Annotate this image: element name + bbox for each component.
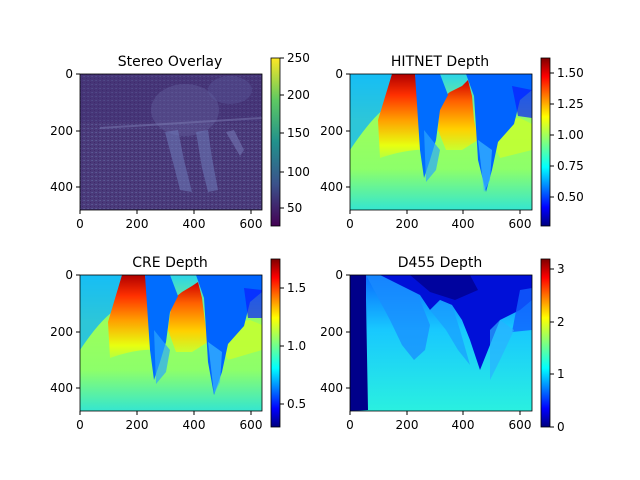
x-tick-label: 200 [126, 418, 149, 432]
colorbar-tick-label: 50 [287, 201, 302, 215]
x-tick-label: 400 [452, 217, 475, 231]
x-tick-label: 400 [183, 418, 206, 432]
colorbar-stereo-overlay: 50 100 150 200 250 [270, 51, 310, 227]
colorbar-cre-depth: 0.5 1.0 1.5 [270, 258, 306, 428]
image-d455-depth [349, 274, 533, 412]
panel-hitnet-depth: HITNET Depth 0 200 400 600 [320, 54, 584, 231]
y-tick-label: 400 [50, 180, 73, 194]
x-tick-label: 200 [126, 217, 149, 231]
x-tick-label: 600 [509, 217, 532, 231]
y-axis-stereo-overlay: 0 200 400 [50, 67, 80, 194]
colorbar-tick-label: 1.00 [557, 128, 584, 142]
colorbar-tick-label: 0.75 [557, 159, 584, 173]
x-tick-label: 600 [509, 418, 532, 432]
x-tick-label: 0 [76, 217, 84, 231]
colorbar-d455-depth: 0 1 2 3 [540, 258, 565, 434]
x-tick-label: 200 [396, 418, 419, 432]
x-axis-stereo-overlay: 0 200 400 600 [76, 210, 262, 231]
colorbar-tick-label: 1.0 [287, 339, 306, 353]
y-tick-label: 200 [50, 325, 73, 339]
y-tick-label: 400 [320, 180, 343, 194]
y-axis-cre-depth: 0 200 400 [50, 268, 80, 395]
x-tick-label: 600 [240, 418, 263, 432]
colorbar-tick-label: 250 [287, 51, 310, 65]
image-hitnet-depth [349, 73, 533, 211]
x-axis-cre-depth: 0 200 400 600 [76, 411, 262, 432]
x-tick-label: 400 [452, 418, 475, 432]
colorbar-tick-label: 0.50 [557, 190, 584, 204]
title-stereo-overlay: Stereo Overlay [118, 54, 223, 70]
y-tick-label: 0 [65, 268, 73, 282]
y-tick-label: 0 [335, 268, 343, 282]
colorbar-tick-label: 1 [557, 367, 565, 381]
colorbar-hitnet-depth: 0.50 0.75 1.00 1.25 1.50 [540, 57, 584, 227]
x-axis-d455-depth: 0 200 400 600 [346, 411, 531, 432]
colorbar-tick-label: 0 [557, 420, 565, 434]
x-tick-label: 0 [346, 217, 354, 231]
colorbar-tick-label: 0.5 [287, 397, 306, 411]
title-hitnet-depth: HITNET Depth [391, 54, 489, 70]
colorbar-tick-label: 200 [287, 88, 310, 102]
colorbar-tick-label: 3 [557, 262, 565, 276]
panel-stereo-overlay: Stereo Overlay 0 200 400 600 0 [50, 51, 310, 231]
colorbar-tick-label: 100 [287, 165, 310, 179]
y-tick-label: 0 [335, 67, 343, 81]
y-axis-d455-depth: 0 200 400 [320, 268, 350, 395]
image-cre-depth [79, 274, 263, 412]
y-tick-label: 200 [320, 325, 343, 339]
image-stereo-overlay [79, 73, 263, 211]
x-tick-label: 600 [240, 217, 263, 231]
x-tick-label: 0 [76, 418, 84, 432]
colorbar-tick-label: 1.50 [557, 66, 584, 80]
colorbar-tick-label: 150 [287, 126, 310, 140]
x-tick-label: 200 [396, 217, 419, 231]
title-d455-depth: D455 Depth [398, 255, 483, 271]
x-tick-label: 400 [183, 217, 206, 231]
y-tick-label: 200 [320, 124, 343, 138]
y-tick-label: 200 [50, 124, 73, 138]
y-tick-label: 400 [320, 381, 343, 395]
title-cre-depth: CRE Depth [132, 255, 207, 271]
y-tick-label: 400 [50, 381, 73, 395]
panel-d455-depth: D455 Depth 0 200 400 600 0 [320, 255, 565, 434]
y-axis-hitnet-depth: 0 200 400 [320, 67, 350, 194]
x-axis-hitnet-depth: 0 200 400 600 [346, 210, 531, 231]
colorbar-tick-label: 2 [557, 315, 565, 329]
colorbar-tick-label: 1.5 [287, 281, 306, 295]
panel-cre-depth: CRE Depth 0 200 400 600 [50, 255, 306, 432]
y-tick-label: 0 [65, 67, 73, 81]
x-tick-label: 0 [346, 418, 354, 432]
colorbar-tick-label: 1.25 [557, 97, 584, 111]
